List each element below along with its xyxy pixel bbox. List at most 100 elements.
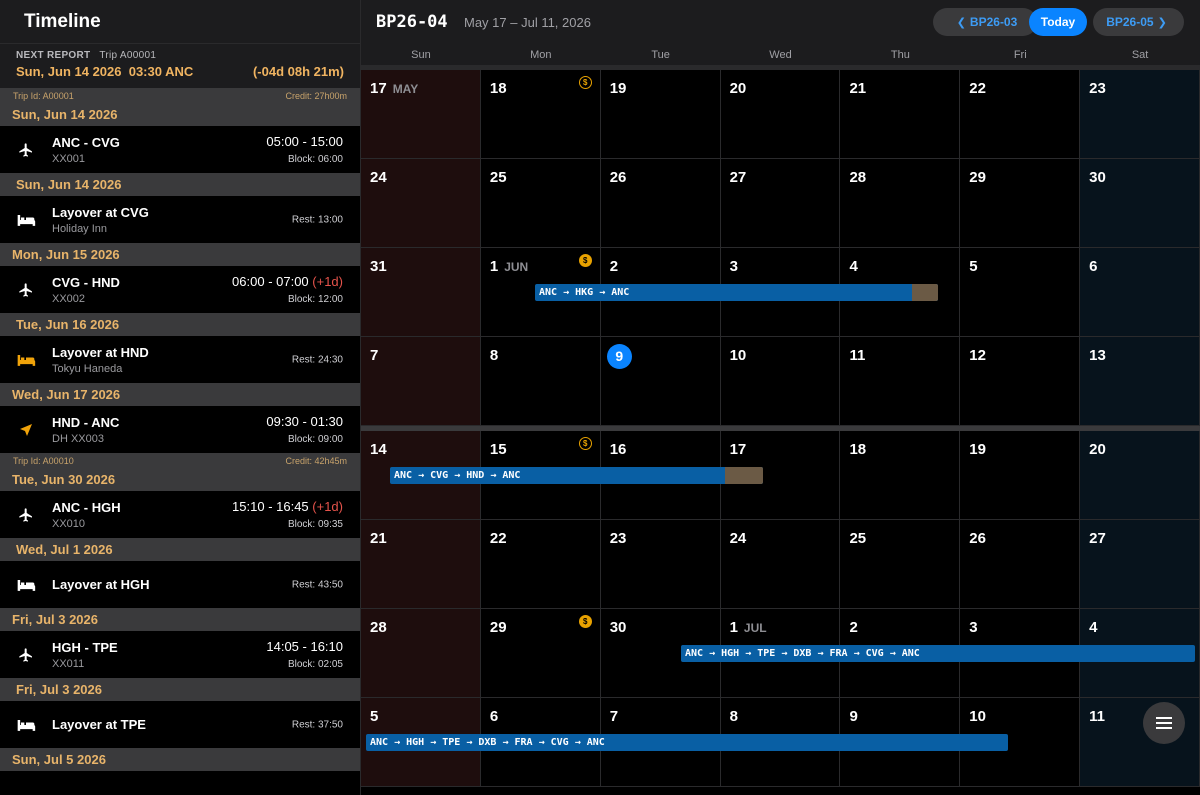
calendar-day[interactable]: 12	[960, 337, 1081, 426]
calendar-day[interactable]: 19	[600, 70, 721, 159]
calendar-day[interactable]: 7	[361, 337, 481, 426]
timeline-event[interactable]: ANC - HGH XX010 15:10 - 16:45 (+1d) Block…	[0, 491, 360, 538]
timeline-event[interactable]: HND - ANC DH XX003 09:30 - 01:30 Block: 0…	[0, 406, 360, 453]
calendar-day[interactable]: 29	[960, 159, 1081, 248]
calendar-day[interactable]: 18	[840, 431, 961, 520]
day-number: 27	[1089, 530, 1106, 547]
trip-bar[interactable]: ANC → HGH → TPE → DXB → FRA → CVG → ANC	[366, 734, 1008, 751]
calendar-day[interactable]: 24	[361, 159, 481, 248]
calendar-day[interactable]: 21	[361, 520, 481, 609]
day-number: 16	[609, 441, 627, 458]
trip-bar[interactable]: ANC → HKG → ANC	[535, 284, 938, 301]
calendar-day[interactable]: 28	[361, 609, 481, 698]
calendar-day[interactable]: 17 MAY	[361, 70, 481, 159]
trip-route-label: ANC → HKG → ANC	[539, 287, 630, 298]
calendar-day[interactable]: 20	[1080, 431, 1200, 520]
calendar-day[interactable]: 30	[1080, 159, 1200, 248]
next-day-marker: (+1d)	[312, 499, 343, 514]
calendar-day[interactable]: 22	[960, 70, 1081, 159]
calendar-day[interactable]: 28	[840, 159, 961, 248]
day-number: 25	[849, 530, 867, 547]
timeline-event[interactable]: Layover at CVG Holiday Inn Rest: 13:00	[0, 196, 360, 243]
day-number: 28	[849, 169, 867, 186]
month-label: JUN	[504, 260, 529, 274]
calendar-day[interactable]: 29 $	[480, 609, 601, 698]
calendar-day[interactable]: 23	[600, 520, 721, 609]
timeline-event[interactable]: CVG - HND XX002 06:00 - 07:00 (+1d) Block…	[0, 266, 360, 313]
day-number: 8	[489, 347, 499, 364]
event-title: Layover at HGH	[52, 577, 150, 592]
block-time: Block: 09:00	[287, 434, 343, 445]
calendar-day[interactable]: 31	[361, 248, 481, 337]
calendar-day[interactable]: 21	[840, 70, 961, 159]
calendar-day[interactable]: 26	[960, 520, 1081, 609]
calendar-day[interactable]: 13	[1080, 337, 1200, 426]
calendar-day[interactable]: 25	[480, 159, 601, 248]
trip-bar[interactable]: ANC → CVG → HND → ANC	[390, 467, 763, 484]
event-title: ANC - HGH	[52, 499, 121, 515]
calendar-day[interactable]: 27	[720, 159, 841, 248]
day-header: Wed, Jun 17 2026	[0, 383, 360, 406]
calendar-day[interactable]: 10	[960, 698, 1081, 787]
next-day-marker: (+1d)	[312, 274, 343, 289]
day-number: 31	[370, 258, 387, 275]
calendar-day[interactable]: 25	[840, 520, 961, 609]
calendar-day[interactable]: 20	[720, 70, 841, 159]
day-number: 4	[849, 258, 858, 275]
next-report-datetime: Sun, Jun 14 2026 03:30 ANC	[16, 64, 194, 79]
calendar-day[interactable]: 22	[480, 520, 601, 609]
day-number: 20	[1089, 441, 1106, 458]
calendar-week: 21 22 23 24 25 26 27	[361, 520, 1200, 609]
calendar-day[interactable]: 26	[600, 159, 721, 248]
day-number: 10	[729, 347, 747, 364]
calendar-day[interactable]: 5	[960, 248, 1081, 337]
calendar-day[interactable]: 8	[480, 337, 601, 426]
weekday-thu: Thu	[890, 49, 910, 61]
timeline-event[interactable]: Layover at TPE Rest: 37:50	[0, 701, 360, 748]
trip-bar[interactable]: ANC → HGH → TPE → DXB → FRA → CVG → ANC	[681, 645, 1195, 662]
calendar-day[interactable]: 9	[600, 337, 721, 426]
prev-period-button[interactable]: ❮ BP26-03	[933, 8, 1037, 36]
menu-button[interactable]	[1143, 702, 1185, 744]
next-period-button[interactable]: BP26-05 ❯	[1093, 8, 1184, 36]
calendar-day[interactable]: 24	[720, 520, 841, 609]
calendar-grid: 17 MAY 18 $19 20 21 22 23 24 25 26 27 28 29 30 31 1 JUN $2…	[361, 66, 1200, 787]
airplane-icon	[0, 507, 52, 523]
calendar-day[interactable]: 17	[720, 431, 841, 520]
pay-coin-icon: $	[578, 615, 592, 628]
block-time: Block: 06:00	[287, 154, 343, 165]
today-button[interactable]: Today	[1029, 8, 1087, 36]
calendar-day[interactable]: 27	[1080, 520, 1200, 609]
event-subtitle: Tokyu Haneda	[52, 362, 123, 375]
day-number: 5	[969, 258, 978, 275]
timeline-title: Timeline	[24, 10, 101, 32]
calendar-day[interactable]: 18 $	[480, 70, 601, 159]
day-number: 1	[729, 619, 738, 636]
calendar-day[interactable]: 11	[840, 337, 961, 426]
day-number: 6	[489, 708, 499, 725]
day-number: 2	[609, 258, 619, 275]
calendar-day[interactable]: 23	[1080, 70, 1200, 159]
day-number: 12	[969, 347, 986, 364]
rest-time: Rest: 43:50	[291, 579, 343, 590]
day-number: 3	[969, 619, 978, 636]
timeline-event[interactable]: Layover at HND Tokyu Haneda Rest: 24:30	[0, 336, 360, 383]
timeline-event[interactable]: Layover at HGH Rest: 43:50	[0, 561, 360, 608]
day-number: 7	[370, 347, 379, 364]
timeline-event[interactable]: HGH - TPE XX011 14:05 - 16:10 Block: 02:0…	[0, 631, 360, 678]
pay-coin-icon: $	[578, 76, 592, 89]
timeline-event[interactable]: ANC - CVG XX001 05:00 - 15:00 Block: 06:0…	[0, 126, 360, 173]
menu-icon	[1156, 717, 1172, 729]
day-header: Sun, Jun 14 2026	[0, 173, 360, 196]
calendar-day[interactable]: 10	[720, 337, 841, 426]
trip-release-segment	[912, 284, 938, 301]
bed-icon	[0, 353, 52, 367]
calendar-day[interactable]: 4	[840, 248, 961, 337]
trip-route-label: ANC → HGH → TPE → DXB → FRA → CVG → ANC	[370, 737, 605, 748]
calendar-day[interactable]: 19	[960, 431, 1081, 520]
day-number: 29	[489, 619, 507, 636]
day-number: 18	[489, 80, 507, 97]
calendar-day[interactable]: 6	[1080, 248, 1200, 337]
day-number: 8	[729, 708, 738, 725]
next-report[interactable]: NEXT REPORT Trip A00001 Sun, Jun 14 2026…	[0, 44, 360, 88]
